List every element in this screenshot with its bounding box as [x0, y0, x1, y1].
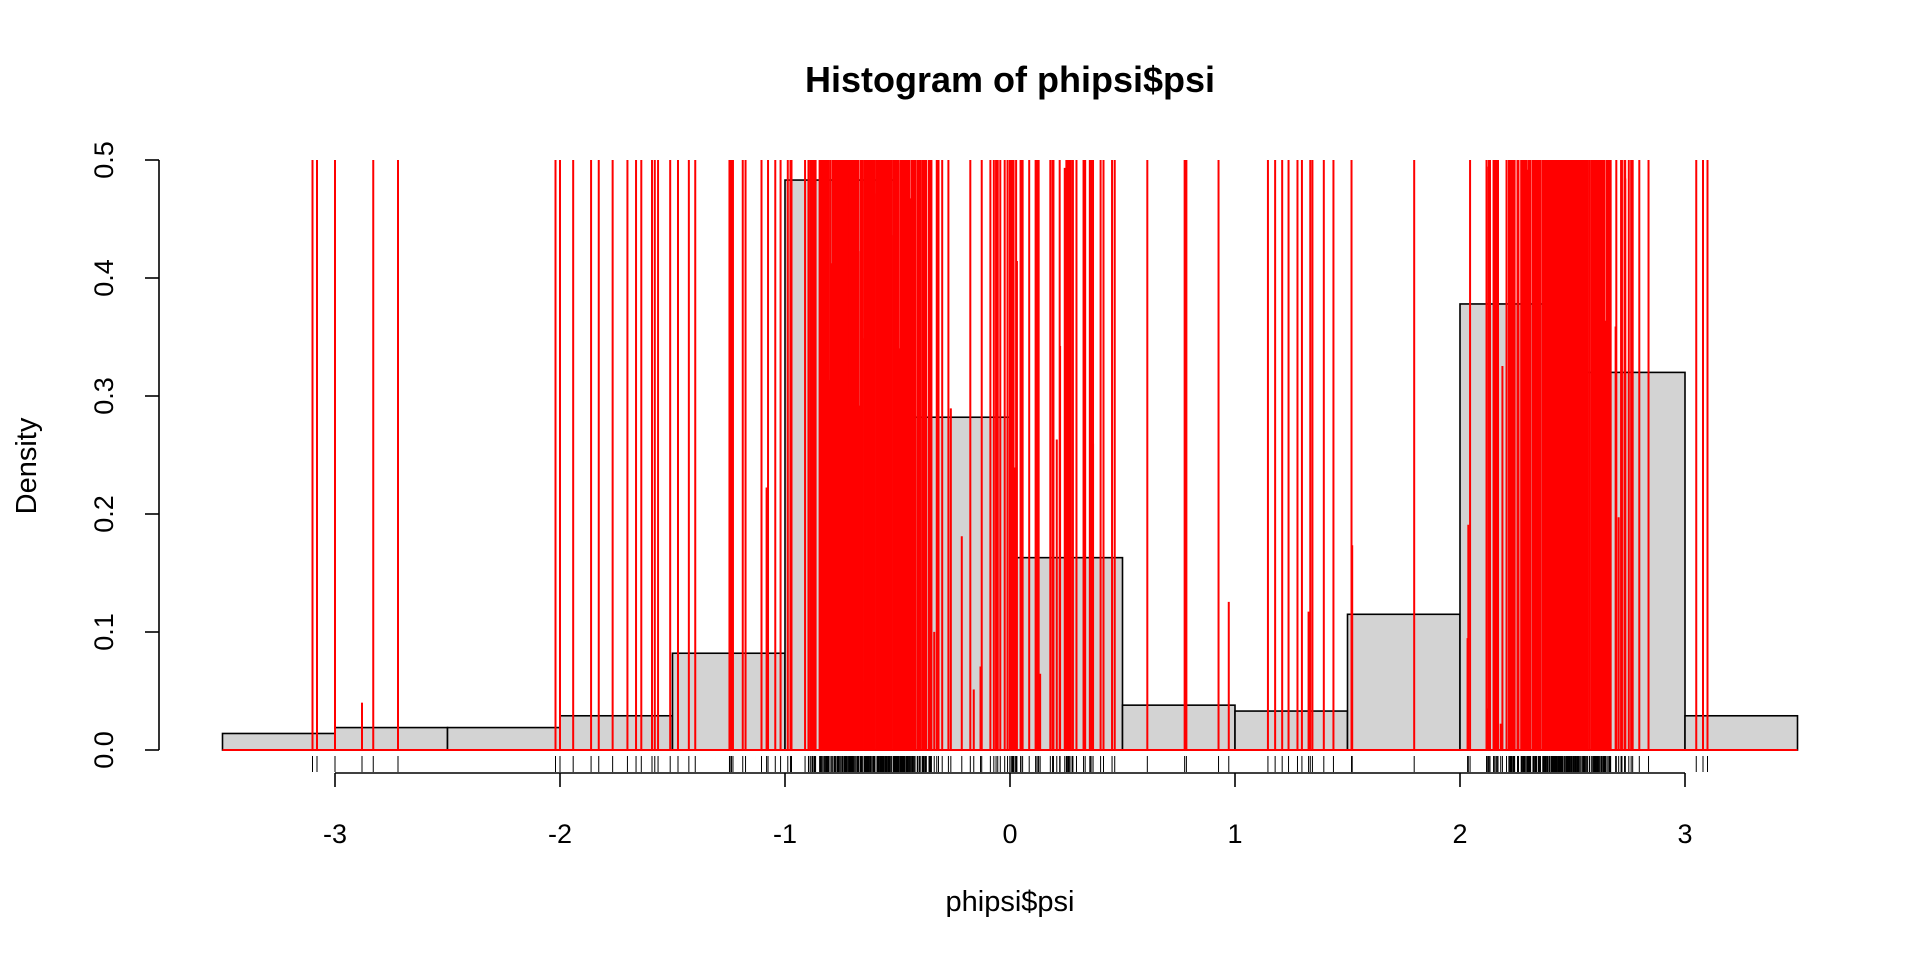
x-tick-label: -2 [548, 819, 572, 849]
y-tick-label: 0.4 [89, 259, 119, 297]
y-tick-label: 0.5 [89, 141, 119, 179]
x-axis: -3 -2 -1 0 1 2 3 [323, 772, 1693, 849]
y-axis: 0.0 0.1 0.2 0.3 0.4 0.5 [89, 141, 160, 769]
x-tick-label: 1 [1227, 819, 1242, 849]
density-spikes [222, 160, 1798, 751]
x-tick-label: -3 [323, 819, 347, 849]
histogram-bar [1684, 714, 1799, 751]
y-tick-label: 0.1 [89, 613, 119, 651]
x-tick-label: 3 [1677, 819, 1692, 849]
histogram-bar [221, 732, 336, 751]
histogram-bar [1234, 710, 1349, 751]
histogram-bar [1346, 613, 1461, 751]
y-axis-label: Density [11, 417, 43, 514]
histogram-bar [446, 726, 561, 751]
histogram-bar [334, 726, 449, 751]
y-tick-label: 0.3 [89, 377, 119, 415]
x-tick-label: 2 [1452, 819, 1467, 849]
x-axis-label: phipsi$psi [946, 886, 1075, 918]
y-tick-label: 0.0 [89, 731, 119, 769]
y-tick-label: 0.2 [89, 495, 119, 533]
x-tick-label: 0 [1002, 819, 1017, 849]
rug-marks [312, 756, 1708, 772]
chart-title: Histogram of phipsi$psi [805, 59, 1215, 100]
x-tick-label: -1 [773, 819, 797, 849]
